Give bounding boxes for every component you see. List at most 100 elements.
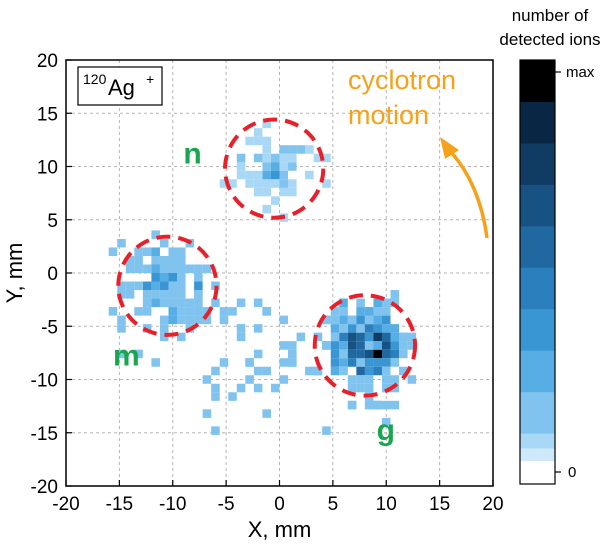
ion-hit-pixel [339, 349, 348, 359]
ion-hit-pixel [253, 170, 263, 180]
ion-hit-pixel [262, 187, 271, 197]
ion-hit-pixel [125, 290, 135, 299]
ion-hit-pixel [219, 358, 229, 367]
ion-hit-pixel [339, 332, 348, 342]
ion-hit-pixel [399, 332, 408, 342]
ion-hit-pixel [347, 358, 357, 367]
ion-hit-pixel [134, 307, 143, 316]
ion-hit-pixel [279, 153, 289, 163]
ion-hit-pixel [373, 315, 382, 325]
ion-hit-pixel [202, 307, 212, 316]
ion-hit-pixel [142, 307, 152, 316]
ion-hit-pixel [253, 187, 263, 197]
ion-hit-pixel [390, 341, 400, 350]
ion-hit-pixel [151, 281, 160, 291]
ion-hit-pixel [279, 145, 289, 154]
ion-hit-pixel [364, 307, 374, 316]
y-tick-label: 20 [37, 51, 58, 72]
ion-hit-pixel [288, 341, 297, 350]
ion-hit-pixel [330, 358, 340, 367]
ion-hit-pixel [194, 281, 203, 291]
ion-hit-pixel [347, 375, 357, 384]
ion-hit-pixel [245, 136, 254, 146]
ion-hit-pixel [134, 255, 143, 265]
ion-hit-pixel [117, 281, 126, 291]
x-tick-label: -15 [106, 494, 133, 515]
ion-hit-pixel [168, 247, 178, 256]
ion-hit-pixel [381, 417, 391, 427]
ion-hit-pixel [134, 281, 143, 291]
ion-hit-pixel [142, 281, 152, 291]
ion-hit-pixel [288, 358, 297, 367]
ion-hit-pixel [177, 255, 186, 265]
colorbar-max-label: max [566, 64, 595, 81]
y-tick-label: -20 [31, 477, 58, 498]
ion-hit-pixel [211, 392, 220, 401]
isotope-charge: + [146, 71, 154, 87]
cluster-circle-n [223, 117, 326, 220]
ion-hit-pixel [288, 187, 297, 197]
ion-hit-pixel [194, 264, 203, 274]
ion-hit-pixel [134, 247, 143, 256]
ion-hit-pixel [279, 315, 289, 325]
ion-hit-pixel [236, 162, 246, 171]
ion-hit-pixel [381, 324, 391, 333]
ion-hit-pixel [177, 281, 186, 291]
ion-hit-pixel [262, 409, 271, 418]
ion-hit-pixel [177, 264, 186, 274]
ion-hit-pixel [185, 264, 195, 274]
ion-hit-pixel [253, 298, 263, 308]
x-tick-label: -5 [218, 494, 235, 515]
colorbar-bands [520, 60, 555, 485]
ion-hit-pixel [151, 255, 160, 265]
ion-hit-pixel [125, 255, 135, 265]
ion-hit-pixel [202, 375, 212, 384]
colorbar: number of detected ions max 0 [499, 6, 601, 485]
ion-hit-pixel [399, 341, 408, 350]
ion-hit-pixel [151, 264, 160, 274]
ion-hit-pixel [108, 247, 118, 256]
y-tick-label: -15 [31, 424, 58, 445]
ion-hit-pixel [117, 238, 126, 248]
ion-hit-pixel [390, 332, 400, 342]
ion-hit-pixel [117, 349, 126, 359]
ion-hit-pixel [390, 349, 400, 359]
ion-hit-pixel [211, 298, 220, 308]
ion-hit-pixel [305, 170, 314, 180]
ion-hit-pixel [262, 307, 271, 316]
ion-hit-pixel [168, 255, 178, 265]
colorbar-band [520, 433, 555, 449]
ion-hit-pixel [288, 349, 297, 359]
ion-hit-pixel [168, 298, 178, 308]
state-label-n: n [183, 137, 201, 170]
ion-hit-pixel [313, 366, 323, 376]
colorbar-band [520, 142, 555, 185]
ion-hit-pixel [322, 315, 331, 325]
ion-hit-pixel [339, 324, 348, 333]
state-label-m: m [113, 340, 140, 373]
x-tick-label: -10 [159, 494, 186, 515]
ion-hit-pixel [305, 366, 314, 376]
ion-hit-pixel [270, 170, 280, 180]
ion-hit-pixel [151, 273, 160, 282]
ion-hit-pixel [177, 273, 186, 282]
ion-hit-pixel [236, 332, 246, 342]
ion-hit-pixel [262, 136, 271, 146]
ion-hit-pixel [142, 264, 152, 274]
ion-hit-pixel [228, 307, 237, 316]
ion-hit-pixel [381, 298, 391, 308]
ion-hit-pixel [322, 179, 331, 188]
ion-hit-pixel [373, 349, 382, 359]
colorbar-band [520, 267, 555, 310]
ion-hit-pixel [202, 409, 212, 418]
colorbar-band [520, 447, 555, 462]
ion-hit-pixel [236, 383, 246, 393]
ion-hit-pixel [373, 298, 382, 308]
ion-hit-pixel [202, 315, 212, 325]
ion-hit-pixel [339, 298, 348, 308]
ion-hit-pixel [236, 170, 246, 180]
ion-hit-pixel [142, 290, 152, 299]
x-tick-label: 15 [429, 494, 450, 515]
ion-hit-pixel [356, 315, 365, 325]
